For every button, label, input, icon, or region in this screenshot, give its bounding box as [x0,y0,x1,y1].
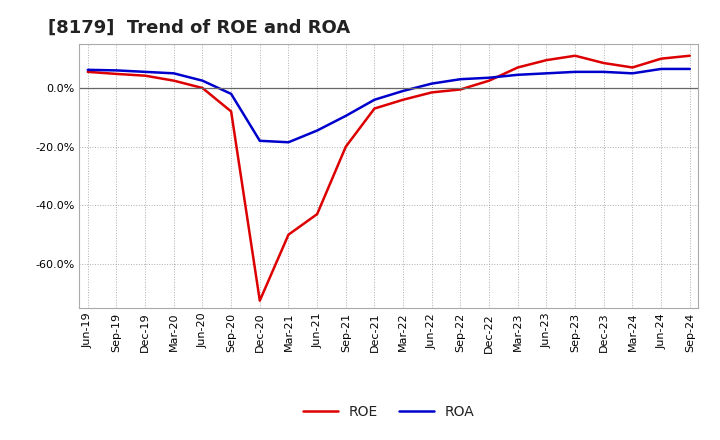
ROE [141,73,150,78]
ROA [112,68,121,73]
ROE [312,212,321,217]
ROA [256,138,264,143]
ROA [399,88,408,94]
ROA [513,72,522,77]
ROE [169,78,178,83]
ROA [428,81,436,86]
ROE [542,58,551,63]
ROE [456,87,465,92]
ROA [685,66,694,72]
ROE [227,109,235,114]
ROA [456,77,465,82]
ROA [370,97,379,103]
ROA [542,71,551,76]
ROE [112,71,121,77]
ROA [600,69,608,74]
ROA [628,71,636,76]
ROE [428,90,436,95]
ROE [284,232,293,237]
Legend: ROE, ROA: ROE, ROA [297,400,480,425]
ROE [571,53,580,59]
ROA [141,69,150,74]
ROA [169,71,178,76]
Text: [8179]  Trend of ROE and ROA: [8179] Trend of ROE and ROA [48,19,351,37]
ROE [628,65,636,70]
ROA [485,75,493,81]
ROE [600,60,608,66]
ROE [399,97,408,103]
ROA [312,128,321,133]
ROA [227,91,235,96]
Line: ROA: ROA [88,69,690,142]
Line: ROE: ROE [88,56,690,301]
ROA [198,78,207,83]
ROE [485,78,493,83]
ROA [657,66,665,72]
ROA [341,113,350,118]
ROE [341,144,350,149]
ROA [84,67,92,73]
ROE [657,56,665,61]
ROE [685,53,694,59]
ROE [370,106,379,111]
ROA [284,139,293,145]
ROA [571,69,580,74]
ROE [84,69,92,74]
ROE [513,65,522,70]
ROE [198,85,207,91]
ROE [256,298,264,303]
